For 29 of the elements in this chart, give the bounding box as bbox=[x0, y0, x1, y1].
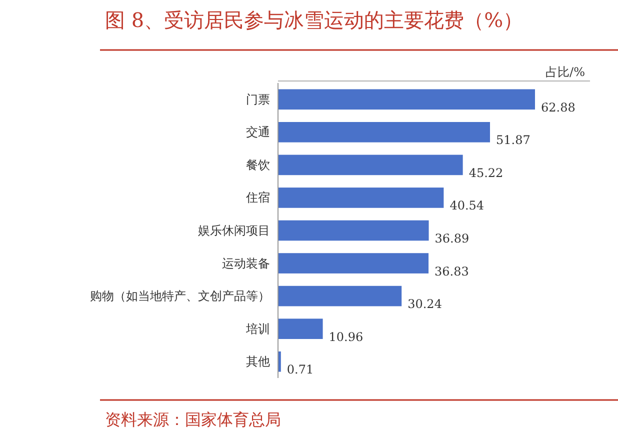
y-tick-label: 购物（如当地特产、文创产品等） bbox=[90, 289, 270, 304]
data-label: 62.88 bbox=[541, 100, 576, 114]
chart-title: 图 8、受访居民参与冰雪运动的主要花费（%） bbox=[105, 8, 524, 32]
bar bbox=[278, 188, 444, 208]
bar bbox=[278, 253, 429, 274]
data-label: 36.83 bbox=[434, 264, 469, 278]
data-label: 0.71 bbox=[286, 362, 314, 377]
y-tick-label: 交通 bbox=[246, 125, 270, 140]
data-label: 36.89 bbox=[434, 232, 470, 246]
bar bbox=[278, 89, 535, 110]
y-tick-label: 其他 bbox=[246, 354, 270, 369]
bar bbox=[278, 318, 323, 339]
data-label: 30.24 bbox=[408, 297, 442, 312]
data-label: 51.87 bbox=[496, 133, 530, 148]
y-tick-label: 培训 bbox=[245, 322, 270, 336]
data-label: 45.22 bbox=[468, 166, 504, 180]
bar bbox=[278, 220, 429, 241]
y-tick-label: 运动装备 bbox=[222, 256, 270, 270]
data-label: 40.54 bbox=[450, 198, 484, 213]
y-tick-label: 住宿 bbox=[245, 190, 270, 205]
x-axis-title: 占比/% bbox=[546, 65, 585, 79]
bar bbox=[278, 122, 490, 142]
bar bbox=[278, 154, 463, 176]
y-tick-label: 餐饮 bbox=[246, 158, 270, 172]
text: 资料来源：国家体育总局 bbox=[105, 410, 281, 429]
bar bbox=[278, 286, 402, 306]
y-tick-label: 娱乐休闲项目 bbox=[198, 224, 270, 238]
y-tick-label: 门票 bbox=[246, 92, 270, 106]
data-label: 10.96 bbox=[328, 330, 364, 344]
